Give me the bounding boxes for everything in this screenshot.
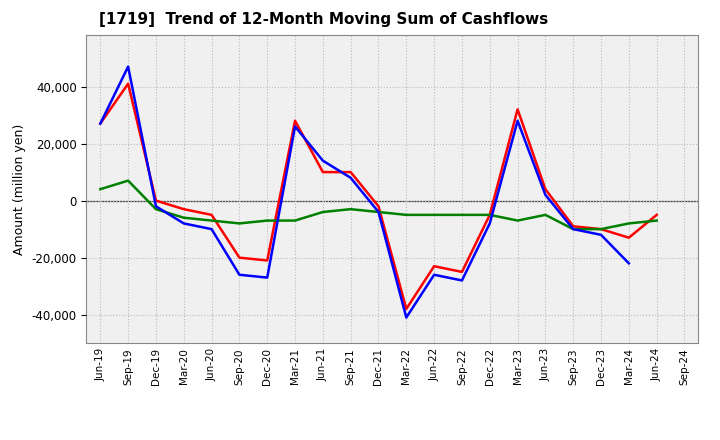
Investing Cashflow (458, 212, 467, 217)
Investing Cashflow (124, 178, 132, 183)
Free Cashflow (569, 227, 577, 232)
Free Cashflow (179, 221, 188, 226)
Investing Cashflow (374, 209, 383, 215)
Line: Operating Cashflow: Operating Cashflow (100, 84, 657, 309)
Investing Cashflow (569, 227, 577, 232)
Free Cashflow (597, 232, 606, 238)
Operating Cashflow (402, 306, 410, 312)
Operating Cashflow (597, 227, 606, 232)
Investing Cashflow (207, 218, 216, 223)
Operating Cashflow (374, 204, 383, 209)
Free Cashflow (430, 272, 438, 277)
Free Cashflow (346, 175, 355, 180)
Operating Cashflow (263, 258, 271, 263)
Investing Cashflow (513, 218, 522, 223)
Operating Cashflow (458, 269, 467, 275)
Free Cashflow (207, 227, 216, 232)
Free Cashflow (152, 204, 161, 209)
Free Cashflow (124, 64, 132, 69)
Investing Cashflow (235, 221, 243, 226)
Free Cashflow (458, 278, 467, 283)
Free Cashflow (318, 158, 327, 163)
Investing Cashflow (318, 209, 327, 215)
Operating Cashflow (179, 206, 188, 212)
Investing Cashflow (346, 206, 355, 212)
Free Cashflow (96, 121, 104, 126)
Investing Cashflow (152, 206, 161, 212)
Operating Cashflow (346, 169, 355, 175)
Operating Cashflow (485, 212, 494, 217)
Operating Cashflow (569, 224, 577, 229)
Operating Cashflow (235, 255, 243, 260)
Free Cashflow (263, 275, 271, 280)
Free Cashflow (624, 261, 633, 266)
Text: [1719]  Trend of 12-Month Moving Sum of Cashflows: [1719] Trend of 12-Month Moving Sum of C… (99, 12, 548, 27)
Investing Cashflow (652, 218, 661, 223)
Line: Investing Cashflow: Investing Cashflow (100, 181, 657, 229)
Investing Cashflow (597, 227, 606, 232)
Free Cashflow (513, 118, 522, 123)
Free Cashflow (235, 272, 243, 277)
Operating Cashflow (541, 187, 550, 192)
Operating Cashflow (318, 169, 327, 175)
Operating Cashflow (624, 235, 633, 240)
Investing Cashflow (541, 212, 550, 217)
Free Cashflow (541, 192, 550, 198)
Investing Cashflow (291, 218, 300, 223)
Free Cashflow (485, 221, 494, 226)
Operating Cashflow (207, 212, 216, 217)
Operating Cashflow (291, 118, 300, 123)
Free Cashflow (402, 315, 410, 320)
Investing Cashflow (96, 187, 104, 192)
Operating Cashflow (513, 107, 522, 112)
Investing Cashflow (485, 212, 494, 217)
Operating Cashflow (652, 212, 661, 217)
Investing Cashflow (430, 212, 438, 217)
Investing Cashflow (402, 212, 410, 217)
Free Cashflow (374, 209, 383, 215)
Y-axis label: Amount (million yen): Amount (million yen) (13, 124, 26, 255)
Investing Cashflow (263, 218, 271, 223)
Operating Cashflow (124, 81, 132, 86)
Investing Cashflow (624, 221, 633, 226)
Operating Cashflow (96, 121, 104, 126)
Free Cashflow (291, 124, 300, 129)
Operating Cashflow (430, 264, 438, 269)
Line: Free Cashflow: Free Cashflow (100, 66, 629, 318)
Operating Cashflow (152, 198, 161, 203)
Investing Cashflow (179, 215, 188, 220)
